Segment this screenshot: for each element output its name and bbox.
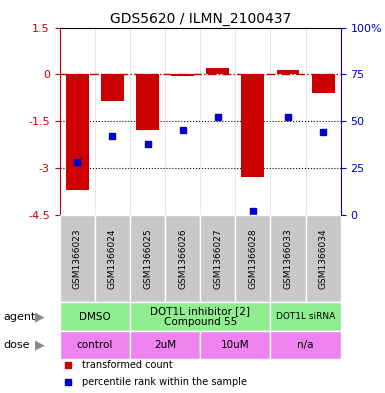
Bar	[241, 74, 264, 177]
Text: GSM1366024: GSM1366024	[108, 228, 117, 289]
Title: GDS5620 / ILMN_2100437: GDS5620 / ILMN_2100437	[110, 13, 291, 26]
Bar	[130, 215, 165, 303]
Bar	[270, 303, 341, 331]
Bar	[136, 74, 159, 130]
Bar	[200, 215, 235, 303]
Bar	[276, 70, 300, 74]
Bar	[235, 215, 271, 303]
Text: DOT1L siRNA: DOT1L siRNA	[276, 312, 335, 321]
Text: DMSO: DMSO	[79, 312, 110, 321]
Bar	[312, 74, 335, 93]
Bar	[206, 68, 229, 74]
Bar	[60, 303, 130, 331]
Text: agent: agent	[4, 312, 36, 321]
Bar	[60, 331, 130, 359]
Bar	[130, 303, 270, 331]
Text: GSM1366033: GSM1366033	[283, 228, 293, 289]
Text: ▶: ▶	[35, 338, 45, 351]
Bar	[270, 215, 306, 303]
Bar	[306, 215, 341, 303]
Text: 2uM: 2uM	[154, 340, 176, 350]
Bar	[66, 74, 89, 190]
Text: 10uM: 10uM	[221, 340, 249, 350]
Bar	[60, 215, 95, 303]
Text: percentile rank within the sample: percentile rank within the sample	[82, 377, 247, 387]
Text: transformed count: transformed count	[82, 360, 173, 370]
Text: dose: dose	[4, 340, 30, 350]
Bar	[95, 215, 130, 303]
Bar	[101, 74, 124, 101]
Text: GSM1366027: GSM1366027	[213, 228, 222, 289]
Text: GSM1366028: GSM1366028	[248, 228, 258, 289]
Text: GSM1366023: GSM1366023	[73, 228, 82, 289]
Text: ▶: ▶	[35, 310, 45, 323]
Text: control: control	[77, 340, 113, 350]
Text: DOT1L inhibitor [2]
Compound 55: DOT1L inhibitor [2] Compound 55	[150, 306, 250, 327]
Text: GSM1366034: GSM1366034	[319, 228, 328, 289]
Bar	[171, 74, 194, 76]
Text: GSM1366025: GSM1366025	[143, 228, 152, 289]
Bar	[200, 331, 270, 359]
Text: GSM1366026: GSM1366026	[178, 228, 187, 289]
Bar	[165, 215, 200, 303]
Text: n/a: n/a	[297, 340, 314, 350]
Bar	[130, 331, 200, 359]
Bar	[270, 331, 341, 359]
